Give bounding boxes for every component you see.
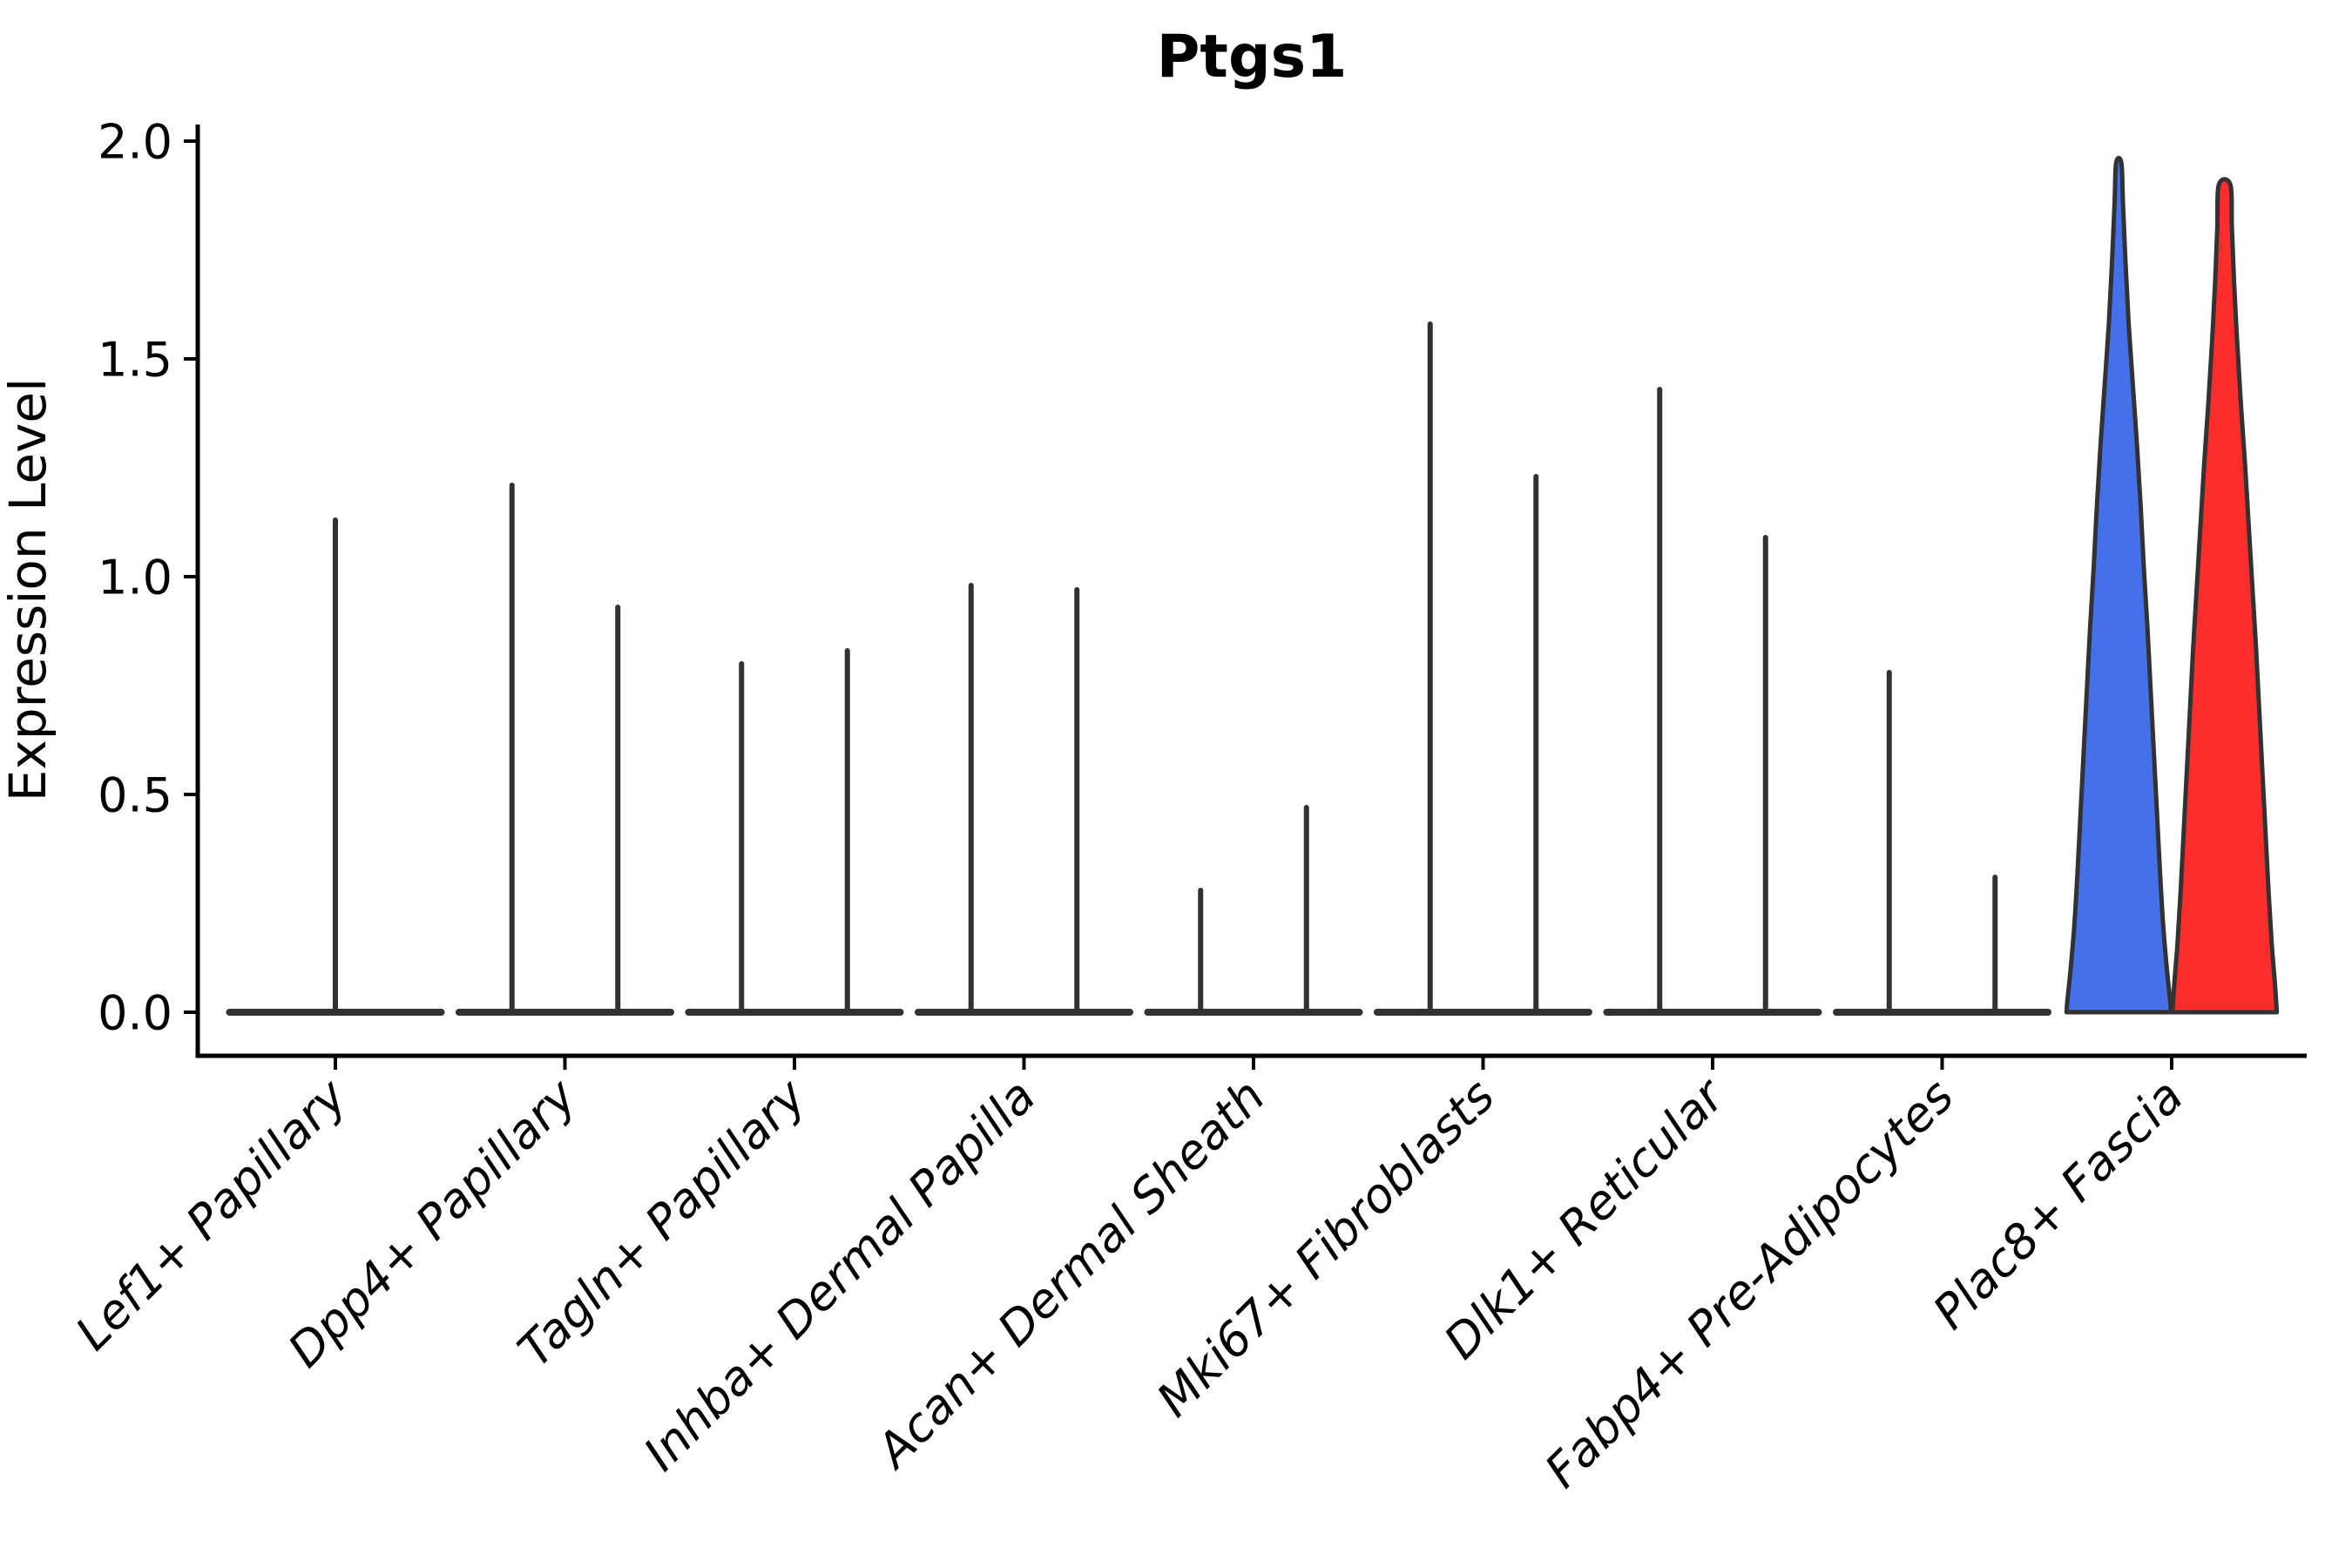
chart-title: Ptgs1 [1157,23,1348,91]
violin-left [2064,155,2173,1015]
y-axis-label: Expression Level [0,378,57,801]
x-tick-label: Inhba+ Dermal Papilla [633,1069,1046,1482]
x-tick-label: Acan+ Dermal Sheath [864,1069,1275,1480]
y-tick-label: 1.0 [98,550,172,605]
x-tick-label: Fabp4+ Pre-Adipocytes [1534,1069,1963,1498]
y-tick-label: 2.0 [98,114,172,169]
y-tick-label: 0.0 [98,985,172,1040]
y-tick-label: 1.5 [98,332,172,387]
violin-right [2170,177,2280,1015]
y-tick-label: 0.5 [98,767,172,822]
x-tick-label: Plac8+ Fascia [1923,1069,2193,1340]
